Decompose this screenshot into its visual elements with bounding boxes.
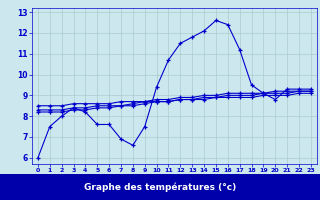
Text: Graphe des températures (°c): Graphe des températures (°c) [84, 182, 236, 192]
